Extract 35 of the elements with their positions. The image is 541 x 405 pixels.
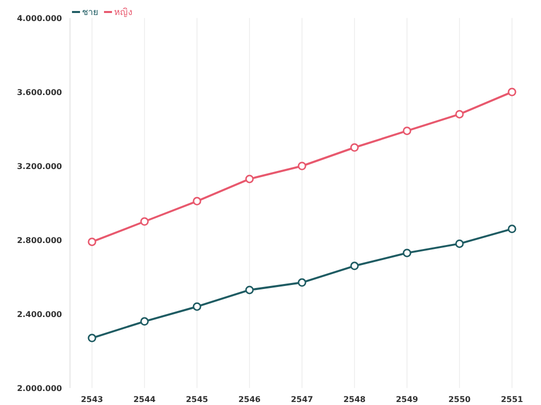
point bbox=[350, 143, 359, 152]
x-tick-label: 2543 bbox=[80, 395, 104, 404]
point bbox=[298, 162, 306, 170]
point bbox=[455, 239, 464, 248]
y-tick-label: 2.000.000 bbox=[16, 384, 62, 393]
y-tick-label: 4.000.000 bbox=[16, 14, 62, 23]
point bbox=[192, 196, 202, 206]
point bbox=[245, 174, 254, 184]
point bbox=[245, 286, 254, 294]
legend-label: หญิง bbox=[114, 7, 132, 18]
point bbox=[140, 217, 149, 226]
point bbox=[140, 317, 149, 326]
point bbox=[192, 302, 202, 311]
point bbox=[508, 224, 516, 234]
point bbox=[298, 278, 306, 287]
point bbox=[88, 238, 96, 246]
y-tick-label: 2.400.000 bbox=[16, 310, 62, 319]
x-tick-label: 2545 bbox=[186, 395, 209, 404]
x-tick-label: 2546 bbox=[238, 395, 262, 404]
point bbox=[88, 334, 96, 342]
x-tick-label: 2550 bbox=[448, 395, 472, 404]
y-tick-label: 3.200.000 bbox=[16, 162, 62, 171]
point bbox=[350, 262, 359, 270]
point bbox=[455, 110, 464, 118]
point bbox=[508, 88, 516, 96]
y-tick-label: 3.600.000 bbox=[16, 88, 62, 97]
y-tick-label: 2.800.000 bbox=[16, 236, 62, 245]
point bbox=[402, 248, 412, 258]
x-tick-label: 2547 bbox=[290, 395, 314, 404]
x-tick-label: 2551 bbox=[500, 395, 524, 404]
text: ชาย bbox=[82, 8, 98, 18]
point bbox=[402, 126, 412, 136]
x-tick-label: 2544 bbox=[133, 395, 156, 404]
x-tick-label: 2549 bbox=[396, 395, 419, 404]
x-tick-label: 2548 bbox=[343, 395, 366, 404]
